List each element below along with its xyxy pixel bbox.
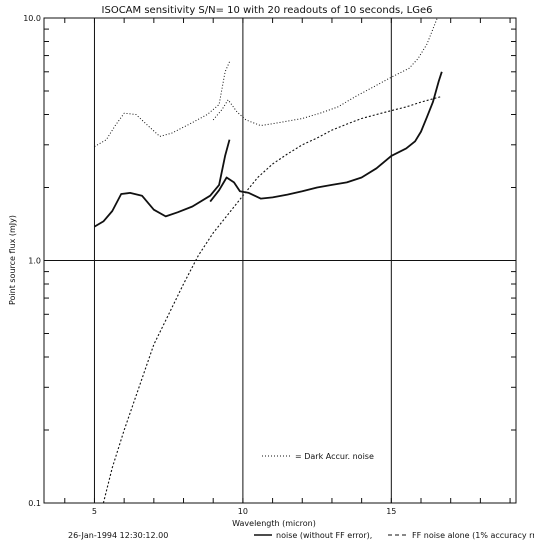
y-tick-label: 0.1 (28, 499, 41, 508)
series-lines (94, 17, 443, 504)
y-axis-label: Point source flux (mJy) (8, 215, 17, 305)
footer: 26-Jan-1994 12:30:12.00 noise (without F… (68, 531, 534, 540)
footer-dashed-label: FF noise alone (1% accuracy rms) (412, 531, 534, 540)
series-solid-line-1 (209, 71, 443, 203)
footer-date: 26-Jan-1994 12:30:12.00 (68, 531, 168, 540)
x-tick-label: 5 (92, 507, 97, 516)
x-tick-label: 10 (238, 507, 248, 516)
grid-lines (44, 18, 516, 503)
y-tick-label: 10.0 (23, 14, 41, 23)
y-tick-label: 1.0 (28, 257, 41, 266)
series-solid-line-0 (94, 139, 231, 228)
x-tick-label: 15 (386, 507, 396, 516)
series-dotted-line-1 (212, 17, 438, 127)
legend: = Dark Accur. noise (262, 452, 374, 461)
x-axis-label: Wavelength (micron) (232, 519, 316, 528)
axis-ticks: 5 10 15 0.1 1.0 10.0 (23, 14, 516, 516)
legend-dark-accur-label: = Dark Accur. noise (295, 452, 374, 461)
series-dotted-line-0 (94, 61, 230, 148)
footer-solid-label: noise (without FF error), (276, 531, 372, 540)
chart-title: ISOCAM sensitivity S/N= 10 with 20 reado… (102, 5, 433, 16)
